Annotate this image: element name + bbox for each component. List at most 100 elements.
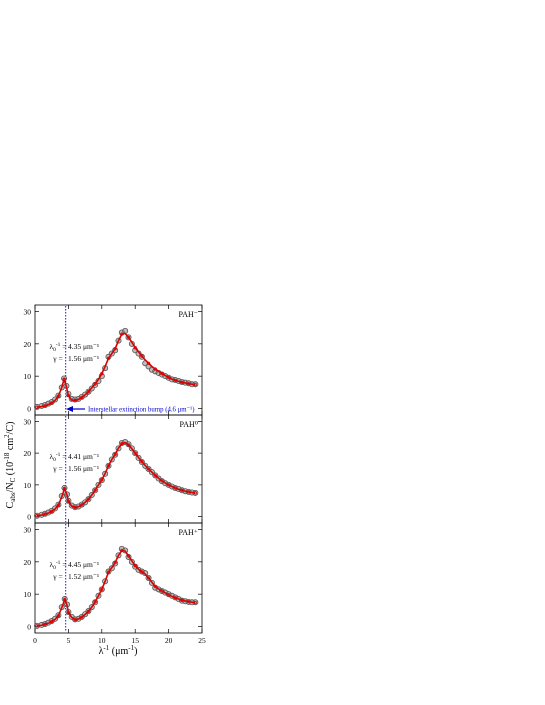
fit-point bbox=[140, 354, 144, 358]
x-tick-label: 25 bbox=[198, 636, 206, 645]
fit-point bbox=[153, 367, 157, 371]
fit-point bbox=[120, 548, 124, 553]
fit-point bbox=[86, 497, 91, 501]
fit-point bbox=[43, 512, 47, 516]
bump-annotation: Interstellar extinction bump (4.6 μm⁻¹) bbox=[88, 407, 194, 414]
x-tick-label: 20 bbox=[165, 636, 173, 645]
fit-point bbox=[35, 624, 39, 628]
fit-point bbox=[166, 375, 171, 380]
fit-point bbox=[106, 356, 111, 361]
fit-point bbox=[153, 473, 157, 478]
gamma-label: γ = bbox=[52, 572, 62, 581]
panel-2: 0 10 20 30 PAH⁰ λ0-1 = 4.41 μm⁻¹ γ = 1.56 μm⁻¹ bbox=[24, 414, 203, 524]
y-tick-label: 20 bbox=[24, 449, 32, 458]
fit-point bbox=[62, 377, 66, 382]
fit-point bbox=[113, 560, 117, 565]
fit-point bbox=[62, 487, 67, 491]
bump-arrow-head bbox=[66, 406, 73, 412]
panel-3: 0 10 20 30 0 5 10 15 20 25 PAH⁺ λ0-1 = 4.45 μm⁻¹ γ = 1… bbox=[24, 522, 206, 645]
fit-point bbox=[193, 600, 197, 605]
fit-point bbox=[66, 499, 71, 504]
fit-point bbox=[106, 464, 111, 468]
fit-point bbox=[120, 332, 124, 336]
lambda-value: 4.45 μm⁻¹ bbox=[68, 560, 99, 569]
fit-point bbox=[140, 570, 144, 574]
fit-point bbox=[126, 443, 131, 447]
fit-point bbox=[100, 478, 104, 482]
plot-frame bbox=[34, 522, 203, 634]
gamma-label: γ = bbox=[52, 354, 62, 363]
fit-point bbox=[80, 395, 84, 400]
fit-point bbox=[186, 599, 191, 604]
fit-point bbox=[113, 452, 117, 457]
fit-point bbox=[50, 509, 54, 514]
fit-point bbox=[80, 615, 84, 619]
fit-point bbox=[120, 441, 124, 446]
fit-point bbox=[133, 564, 137, 568]
fit-point bbox=[193, 382, 197, 387]
fit-point bbox=[146, 361, 151, 365]
fit-point bbox=[186, 381, 191, 386]
fit-point bbox=[86, 609, 91, 613]
fit-point bbox=[180, 488, 184, 492]
lambda-label: λ0-1 = bbox=[49, 452, 66, 463]
fit-point bbox=[43, 622, 47, 626]
fit-point bbox=[80, 503, 84, 507]
fit-point bbox=[133, 346, 137, 350]
fit-point bbox=[66, 610, 71, 615]
fit-point bbox=[73, 505, 77, 510]
lambda-value: 4.35 μm⁻¹ bbox=[68, 342, 99, 351]
panel-label: PAH⁺ bbox=[179, 528, 199, 537]
fit-point bbox=[133, 451, 137, 455]
fit-point bbox=[43, 404, 47, 408]
fit-point bbox=[100, 371, 104, 376]
gamma-value: 1.56 μm⁻¹ bbox=[68, 354, 99, 363]
fit-point bbox=[35, 405, 39, 409]
lambda-label: λ0-1 = bbox=[49, 560, 66, 571]
fit-point bbox=[86, 390, 91, 394]
fit-point bbox=[73, 398, 77, 403]
fit-point bbox=[113, 347, 117, 351]
lambda-value: 4.41 μm⁻¹ bbox=[68, 452, 99, 461]
y-tick-label: 0 bbox=[27, 405, 31, 414]
gamma-value: 1.52 μm⁻¹ bbox=[68, 572, 99, 581]
panel-label: PAH⁻ bbox=[179, 310, 199, 319]
fit-point bbox=[126, 335, 131, 340]
y-axis-label: Cabs/NC (10-18 cm2/C) bbox=[3, 422, 17, 509]
fit-point bbox=[146, 467, 151, 471]
y-tick-label: 10 bbox=[24, 590, 32, 599]
lambda-label: λ0-1 = bbox=[49, 342, 66, 353]
fit-point bbox=[93, 600, 97, 604]
fit-curve bbox=[36, 332, 196, 409]
fit-point bbox=[180, 380, 184, 384]
fit-point bbox=[56, 394, 61, 398]
fit-point bbox=[93, 382, 97, 386]
y-tick-label: 30 bbox=[24, 525, 32, 534]
fit-point bbox=[173, 378, 177, 383]
fit-point bbox=[166, 593, 171, 597]
y-tick-label: 20 bbox=[24, 558, 32, 567]
fit-curve bbox=[36, 549, 196, 627]
fit-point bbox=[63, 598, 67, 602]
x-tick-label: 5 bbox=[67, 636, 71, 645]
fit-point bbox=[160, 371, 164, 376]
y-tick-label: 0 bbox=[27, 623, 31, 632]
fit-point bbox=[100, 587, 104, 591]
gamma-value: 1.56 μm⁻¹ bbox=[68, 464, 99, 473]
fit-point bbox=[153, 584, 157, 589]
y-tick-label: 30 bbox=[24, 417, 32, 426]
panel-label: PAH⁰ bbox=[180, 420, 198, 429]
fit-point bbox=[193, 491, 197, 495]
x-axis-label: λ-1 (μm-1) bbox=[99, 644, 138, 657]
fit-point bbox=[126, 554, 131, 558]
fit-point bbox=[173, 486, 177, 490]
fit-point bbox=[73, 618, 77, 622]
fit-point bbox=[35, 514, 39, 518]
y-tick-label: 20 bbox=[24, 340, 32, 349]
fit-point bbox=[160, 589, 164, 593]
y-tick-label: 0 bbox=[27, 513, 31, 522]
fit-point bbox=[50, 401, 54, 405]
fit-point bbox=[160, 479, 164, 483]
x-tick-label: 15 bbox=[131, 636, 139, 645]
